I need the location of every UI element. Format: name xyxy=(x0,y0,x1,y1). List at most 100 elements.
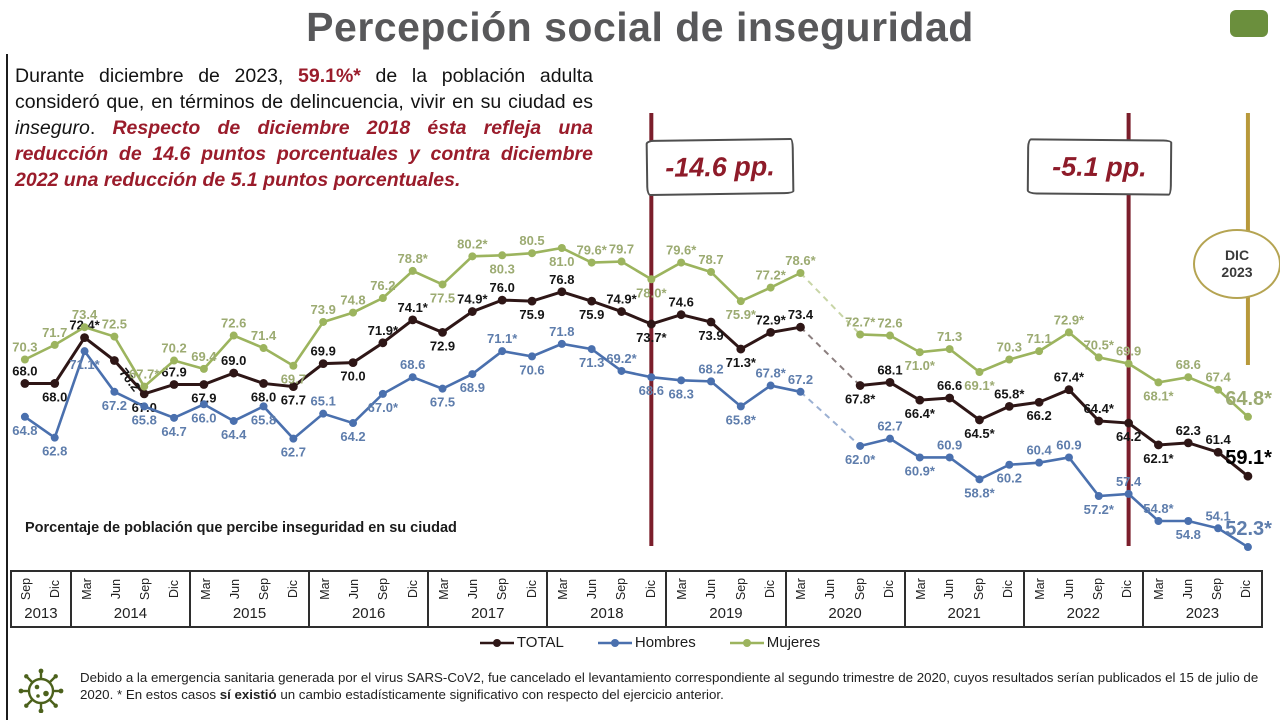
hombres-data-point xyxy=(915,453,924,462)
intro-segment-2: de la población adulta consideró que, en… xyxy=(15,65,593,113)
mujeres-data-point xyxy=(438,280,447,289)
quarter-tick-label: Sep xyxy=(138,577,153,600)
total-gap-dash xyxy=(799,326,861,387)
quarter-tick-label: Jun xyxy=(823,578,838,599)
quarter-tick: Dic xyxy=(160,572,189,605)
mujeres-point-label: 69.1* xyxy=(964,378,995,393)
quarter-tick: Sep xyxy=(12,572,41,605)
hombres-data-point xyxy=(140,402,149,411)
hombres-data-point xyxy=(647,373,656,382)
mujeres-point-label: 79.6* xyxy=(666,243,697,258)
total-point-label: 73.7* xyxy=(636,330,667,345)
quarter-tick-label: Dic xyxy=(48,579,63,598)
hombres-point-label: 65.8 xyxy=(251,412,276,427)
quarter-tick: Jun xyxy=(220,572,249,605)
hombres-point-label: 68.3 xyxy=(669,386,694,401)
quarter-tick: Sep xyxy=(845,572,874,605)
quarter-tick-label: Jun xyxy=(466,578,481,599)
total-data-point xyxy=(1034,397,1044,407)
mujeres-point-label: 69.4 xyxy=(191,349,217,364)
quarter-tick-label: Sep xyxy=(971,577,986,600)
year-block-2016: Mar Jun Sep Dic 2016 xyxy=(310,572,430,626)
total-data-point xyxy=(915,395,925,405)
quarter-tick: Sep xyxy=(964,572,993,605)
quarter-tick-label: Mar xyxy=(794,577,809,600)
quarter-tick: Dic xyxy=(1113,572,1142,605)
hombres-point-label: 64.2 xyxy=(340,429,365,444)
total-point-label: 67.9 xyxy=(161,365,186,380)
quarter-tick: Jun xyxy=(1173,572,1202,605)
total-data-point xyxy=(1124,418,1134,428)
quarter-tick: Dic xyxy=(755,572,784,605)
hombres-point-label: 68.9 xyxy=(460,380,485,395)
hombres-point-label: 54.8 xyxy=(1176,527,1201,542)
mujeres-point-label: 72.7* xyxy=(845,314,876,329)
mujeres-data-point xyxy=(1005,355,1014,364)
total-data-point xyxy=(438,328,447,337)
mujeres-point-label: 71.4 xyxy=(251,328,277,343)
hombres-point-label: 54.8* xyxy=(1143,501,1174,516)
mujeres-point-label: 69.9 xyxy=(1116,344,1141,359)
annotation-2018-label: -14.6 pp. xyxy=(665,150,775,183)
mujeres-point-label: 80.2* xyxy=(457,236,488,251)
hombres-data-point xyxy=(885,434,894,443)
total-data-point xyxy=(467,307,477,316)
hombres-point-label: 52.3* xyxy=(1225,518,1272,540)
year-tick-label: 2019 xyxy=(709,605,743,622)
mujeres-point-label: 78.8* xyxy=(398,251,429,266)
footnote-text: Debido a la emergencia sanitaria generad… xyxy=(80,663,1266,718)
quarter-tick-label: Sep xyxy=(257,577,272,600)
mujeres-data-point xyxy=(1154,378,1163,387)
mujeres-data-point xyxy=(1124,359,1133,368)
hombres-data-point xyxy=(1214,524,1223,533)
total-point-label: 62.1* xyxy=(1143,451,1174,466)
quarter-tick: Mar xyxy=(72,572,101,605)
hombres-point-label: 60.9 xyxy=(1056,437,1081,452)
mujeres-point-label: 67.4 xyxy=(1205,370,1231,385)
year-tick-label: 2021 xyxy=(947,605,981,622)
quarter-tick: Jun xyxy=(458,572,487,605)
year-block-2021: Mar Jun Sep Dic 2021 xyxy=(906,572,1025,626)
hombres-data-point xyxy=(677,376,686,385)
total-data-point xyxy=(259,379,268,388)
mujeres-point-label: 70.3 xyxy=(997,339,1022,354)
quarter-tick: Dic xyxy=(1232,572,1261,605)
mujeres-data-point xyxy=(945,345,954,354)
mujeres-data-point xyxy=(1064,328,1073,337)
hombres-point-label: 67.5 xyxy=(430,395,455,410)
year-block-2018: Mar Jun Sep Dic 2018 xyxy=(548,572,668,626)
quarter-tick: Dic xyxy=(41,572,70,605)
quarter-tick: Dic xyxy=(993,572,1022,605)
total-data-point xyxy=(1004,401,1014,411)
mujeres-data-point xyxy=(885,331,894,340)
hombres-data-point xyxy=(110,387,119,396)
footnote-segment-1: sí existió xyxy=(219,687,277,702)
hombres-data-point xyxy=(229,416,238,425)
mujeres-point-label: 72.6 xyxy=(221,316,246,331)
quarter-tick-label: Sep xyxy=(19,577,34,600)
hombres-point-label: 70.6 xyxy=(519,362,544,377)
quarter-tick-label: Jun xyxy=(1061,578,1076,599)
mujeres-point-label: 73.4 xyxy=(72,307,98,322)
quarter-tick-label: Dic xyxy=(524,579,539,598)
total-point-label: 68.0 xyxy=(12,363,37,378)
total-data-point xyxy=(587,296,597,306)
quarter-tick: Sep xyxy=(250,572,279,605)
quarter-tick-label: Mar xyxy=(675,577,690,600)
year-block-2022: Mar Jun Sep Dic 2022 xyxy=(1025,572,1144,626)
quarter-tick: Mar xyxy=(906,572,935,605)
total-point-label: 68.0 xyxy=(42,389,67,404)
page-title: Percepción social de inseguridad xyxy=(306,4,974,50)
legend-marker-icon xyxy=(597,638,632,647)
hombres-point-label: 67.2 xyxy=(102,398,127,413)
mujeres-point-label: 77.5 xyxy=(430,290,455,305)
total-point-label: 76.8 xyxy=(549,272,574,287)
year-block-2020: Mar Jun Sep Dic 2020 xyxy=(787,572,906,626)
mujeres-data-point xyxy=(349,308,358,317)
quarter-tick-label: Mar xyxy=(198,577,213,600)
mujeres-data-point xyxy=(1214,385,1223,394)
quarter-tick: Dic xyxy=(636,572,665,605)
year-block-2013: Sep Dic 2013 xyxy=(12,572,72,626)
quarter-tick-label: Dic xyxy=(1001,579,1016,598)
total-data-point xyxy=(736,344,746,354)
